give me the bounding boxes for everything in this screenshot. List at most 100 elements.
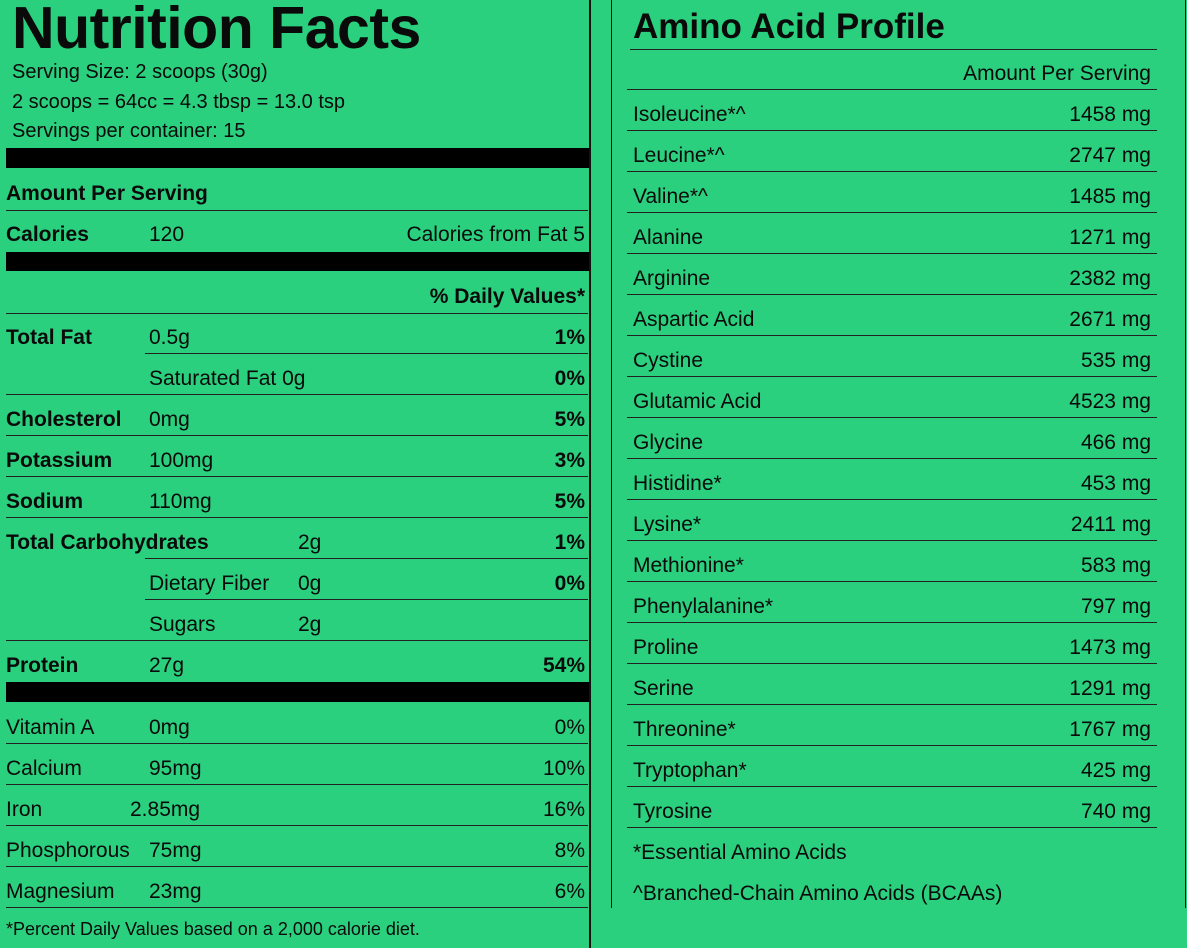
amino-acid-name: Glycine [633,431,704,454]
amino-acid-name: Lysine* [633,513,702,536]
mineral-label: Magnesium [6,880,115,903]
amino-acid-row: Cystine 535 mg [627,336,1157,377]
nutrient-amount: 110mg [149,490,212,513]
amino-acid-row: Glutamic Acid 4523 mg [627,377,1157,418]
amino-acid-row: Glycine 466 mg [627,418,1157,459]
amino-acid-amount: 1291 mg [1069,677,1151,700]
nutrient-daily-value: 5% [554,408,585,431]
amino-acid-name: Cystine [633,349,704,372]
amino-acid-amount: 4523 mg [1069,390,1151,413]
amino-acid-amount: 535 mg [1080,349,1151,372]
mineral-daily-value: 10% [542,757,585,780]
calories-value: 120 [149,223,185,246]
nutrient-amount: 0mg [149,408,190,431]
amino-acid-amount: 425 mg [1080,759,1151,782]
amino-acid-row: Tryptophan* 425 mg [627,746,1157,787]
nutrient-label: Total Carbohydrates [6,531,209,554]
amino-acid-name: Leucine*^ [633,144,725,167]
bcaa-footnote: ^Branched-Chain Amino Acids (BCAAs) [633,882,1003,905]
mineral-daily-value: 0% [554,716,585,739]
nutrient-row: Sodium 110mg 5% [6,477,588,518]
amino-title: Amino Acid Profile [633,7,945,46]
amino-acid-amount: 2671 mg [1069,308,1151,331]
amino-acid-name: Tyrosine [633,800,713,823]
nutrient-row: Total Carbohydrates 2g 1% [6,518,588,559]
amino-acid-row: Leucine*^ 2747 mg [627,131,1157,172]
amino-acid-row: Proline 1473 mg [627,623,1157,664]
amino-acid-amount: 583 mg [1080,554,1151,577]
amino-header-row: Amount Per Serving [627,49,1157,90]
mineral-daily-value: 16% [542,798,585,821]
nutrient-daily-value: 1% [554,531,585,554]
amount-per-serving-header: Amount Per Serving [963,62,1151,85]
mineral-amount: 23mg [149,880,202,903]
thick-divider [6,252,589,271]
mineral-row: Vitamin A 0mg 0% [6,703,588,744]
nutrient-row: Protein 27g 54% [6,641,588,682]
nutrient-row: Dietary Fiber 0g 0% [145,559,588,600]
mineral-amount: 95mg [149,757,202,780]
amino-acid-amount: 1767 mg [1069,718,1151,741]
amino-acid-amount: 1271 mg [1069,226,1151,249]
serving-size: Serving Size: 2 scoops (30g) [12,61,268,83]
mineral-row: Phosphorous 75mg 8% [6,826,588,867]
amino-acid-amount: 1485 mg [1069,185,1151,208]
amino-acid-amount: 453 mg [1080,472,1151,495]
amino-acid-name: Glutamic Acid [633,390,762,413]
mineral-label: Vitamin A [6,716,95,739]
amino-acid-row: Tyrosine 740 mg [627,787,1157,828]
serving-equivalent: 2 scoops = 64cc = 4.3 tbsp = 13.0 tsp [12,91,345,113]
calories-row: Calories 120 Calories from Fat 5 [6,219,588,251]
amino-acid-row: Isoleucine*^ 1458 mg [627,90,1157,131]
amino-acid-row: Methionine* 583 mg [627,541,1157,582]
amino-acid-amount: 1458 mg [1069,103,1151,126]
nutrient-row: Saturated Fat 0g 0% [6,354,588,395]
thick-divider [6,682,589,702]
divider [630,49,1157,50]
amino-acid-row: Alanine 1271 mg [627,213,1157,254]
amount-per-serving: Amount Per Serving [6,178,588,211]
nutrient-label: Cholesterol [6,408,122,431]
mineral-row: Magnesium 23mg 6% [6,867,588,908]
nutrient-row: Cholesterol 0mg 5% [6,395,588,436]
amino-acid-amount: 2747 mg [1069,144,1151,167]
thick-divider [6,148,589,168]
nutrient-daily-value: 3% [554,449,585,472]
nutrient-label: Dietary Fiber [149,572,270,595]
amino-acid-row: Arginine 2382 mg [627,254,1157,295]
panel-divider [589,0,591,948]
amino-acid-row: Histidine* 453 mg [627,459,1157,500]
nutrient-daily-value: 1% [554,326,585,349]
amino-acid-name: Threonine* [633,718,736,741]
mineral-amount: 0mg [149,716,190,739]
calories-label: Calories [6,223,89,246]
nutrient-row: Total Fat 0.5g 1% [6,313,588,354]
nutrient-label: Saturated Fat 0g [149,367,306,390]
amino-acid-row: Aspartic Acid 2671 mg [627,295,1157,336]
nutrient-amount: 2g [298,531,322,554]
mineral-label: Calcium [6,757,82,780]
calories-from-fat: Calories from Fat 5 [406,223,585,246]
mineral-amount: 2.85mg [130,798,201,821]
mineral-row: Calcium 95mg 10% [6,744,588,785]
amino-acid-row: Lysine* 2411 mg [627,500,1157,541]
amino-acid-row: Serine 1291 mg [627,664,1157,705]
nutrient-label: Total Fat [6,326,92,349]
mineral-amount: 75mg [149,839,202,862]
amino-acid-amount: 1473 mg [1069,636,1151,659]
amino-acid-name: Phenylalanine* [633,595,774,618]
nutrient-daily-value: 5% [554,490,585,513]
amino-acid-amount: 797 mg [1080,595,1151,618]
nutrient-amount: 0g [298,572,322,595]
amino-acid-name: Tryptophan* [633,759,747,782]
nutrient-label: Sodium [6,490,83,513]
daily-values-label: % Daily Values* [429,285,585,308]
daily-values-footnote: *Percent Daily Values based on a 2,000 c… [6,919,420,939]
nutrient-daily-value: 0% [554,367,585,390]
nutrient-amount: 100mg [149,449,214,472]
amino-acid-row: Threonine* 1767 mg [627,705,1157,746]
nutrient-label: Sugars [149,613,216,636]
amino-acid-amount: 2411 mg [1070,513,1151,536]
nutrient-amount: 27g [149,654,185,677]
amino-panel-left-border [611,0,612,908]
